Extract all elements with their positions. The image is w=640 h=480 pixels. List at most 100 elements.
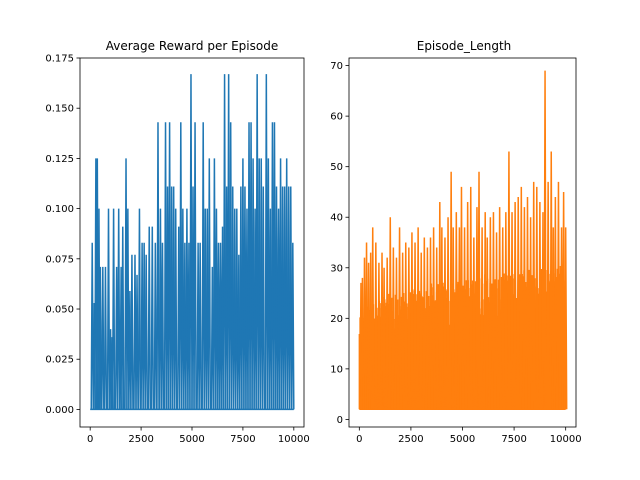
x-tick-label: 5000 xyxy=(179,434,204,445)
series-spike xyxy=(549,151,553,410)
reward-chart-title: Average Reward per Episode xyxy=(106,39,278,53)
series-spike xyxy=(483,212,487,410)
series-spike xyxy=(480,227,484,410)
series-spike xyxy=(106,208,111,410)
series-spike xyxy=(388,217,393,410)
series-spike xyxy=(163,122,168,410)
y-tick-label: 60 xyxy=(330,112,343,123)
series-spike xyxy=(181,208,185,410)
series-spike xyxy=(291,242,295,410)
series-spike xyxy=(431,227,436,410)
series-spike xyxy=(377,262,381,410)
y-tick-label: 0.125 xyxy=(45,154,74,165)
series-spike xyxy=(193,122,197,410)
series-spike xyxy=(135,274,139,410)
reward-axis-ticks: 0 2500 5000 7500 10000 0.000 0.025 0.050 0.075 0.… xyxy=(45,54,309,446)
series-spike xyxy=(212,158,217,410)
series-spike xyxy=(419,252,423,410)
x-tick-label: 5000 xyxy=(450,434,475,445)
series-spike xyxy=(380,252,384,410)
series-spike xyxy=(153,242,158,410)
series-spike xyxy=(507,151,511,410)
series-spike xyxy=(497,207,502,410)
series-spike xyxy=(491,212,496,410)
series-spike xyxy=(235,208,239,410)
series-spike xyxy=(394,257,399,410)
series-spike xyxy=(228,122,233,410)
length-axis-ticks: 0 2500 5000 7500 10000 0 10 20 30 40 50 60 70 xyxy=(330,61,581,445)
series-spike xyxy=(133,254,137,410)
series-spike xyxy=(160,242,165,410)
series-spike xyxy=(156,122,160,410)
series-spike xyxy=(198,242,202,410)
series-spike xyxy=(525,197,530,410)
y-tick-label: 20 xyxy=(330,314,343,325)
y-tick-label: 0.150 xyxy=(45,104,74,115)
series-spike xyxy=(130,254,134,410)
series-spike xyxy=(144,254,148,410)
x-tick-label: 10000 xyxy=(278,434,310,445)
series-spike xyxy=(289,186,293,410)
series-spike xyxy=(101,266,105,410)
series-spike xyxy=(98,266,103,410)
series-spike xyxy=(477,171,481,410)
y-tick-label: 40 xyxy=(330,213,343,224)
series-spike xyxy=(531,181,536,410)
series-spike xyxy=(451,227,455,410)
series-spike xyxy=(543,70,547,410)
series-spike xyxy=(500,227,505,410)
x-tick-label: 7500 xyxy=(230,434,255,445)
y-tick-label: 50 xyxy=(330,162,343,173)
series-spike xyxy=(147,226,151,410)
reward-subplot: Average Reward per Episode 0 2500 5000 7500… xyxy=(45,39,309,445)
series-spike xyxy=(189,74,193,410)
series-spike xyxy=(535,186,539,410)
y-tick-label: 0.025 xyxy=(45,355,74,366)
series-spike xyxy=(510,212,514,410)
reward-series xyxy=(90,74,295,411)
series-spike xyxy=(556,181,561,410)
series-spike xyxy=(465,202,470,410)
series-spike xyxy=(222,74,227,410)
series-spike xyxy=(546,181,550,410)
length-axes-frame xyxy=(348,57,577,428)
series-spike xyxy=(428,237,433,410)
series-spike xyxy=(201,122,205,410)
x-tick-label: 2500 xyxy=(128,434,153,445)
series-spike xyxy=(443,237,447,410)
series-spike xyxy=(214,208,219,410)
series-spike xyxy=(440,227,444,410)
series-spike xyxy=(416,227,420,410)
series-spike xyxy=(472,237,476,410)
series-spike xyxy=(374,242,378,410)
series-spike xyxy=(438,202,442,410)
series-spike xyxy=(249,122,253,410)
series-spike xyxy=(385,257,389,410)
series-spike xyxy=(173,208,178,410)
series-spike xyxy=(266,158,271,410)
series-spike xyxy=(90,242,94,410)
series-spike xyxy=(264,74,269,410)
series-spike xyxy=(255,74,259,410)
series-spike xyxy=(528,217,533,410)
series-spike xyxy=(150,226,155,410)
series-spike xyxy=(126,208,130,410)
series-spike xyxy=(538,202,542,410)
y-tick-label: 0 xyxy=(337,415,343,426)
series-spike xyxy=(121,226,125,410)
x-tick-label: 7500 xyxy=(501,434,526,445)
series-spike xyxy=(382,267,386,410)
series-spike xyxy=(116,208,121,410)
series-spike xyxy=(207,158,212,410)
series-spike xyxy=(462,227,467,410)
series-spike xyxy=(516,197,520,410)
series-spike xyxy=(519,186,524,410)
y-tick-label: 0.100 xyxy=(45,204,74,215)
y-tick-label: 0.175 xyxy=(45,54,74,65)
series-spike xyxy=(272,122,277,410)
series-spike xyxy=(459,186,464,410)
series-spike xyxy=(167,122,172,410)
series-spike xyxy=(407,247,411,410)
series-spike xyxy=(179,122,183,410)
y-tick-label: 0.075 xyxy=(45,254,74,265)
